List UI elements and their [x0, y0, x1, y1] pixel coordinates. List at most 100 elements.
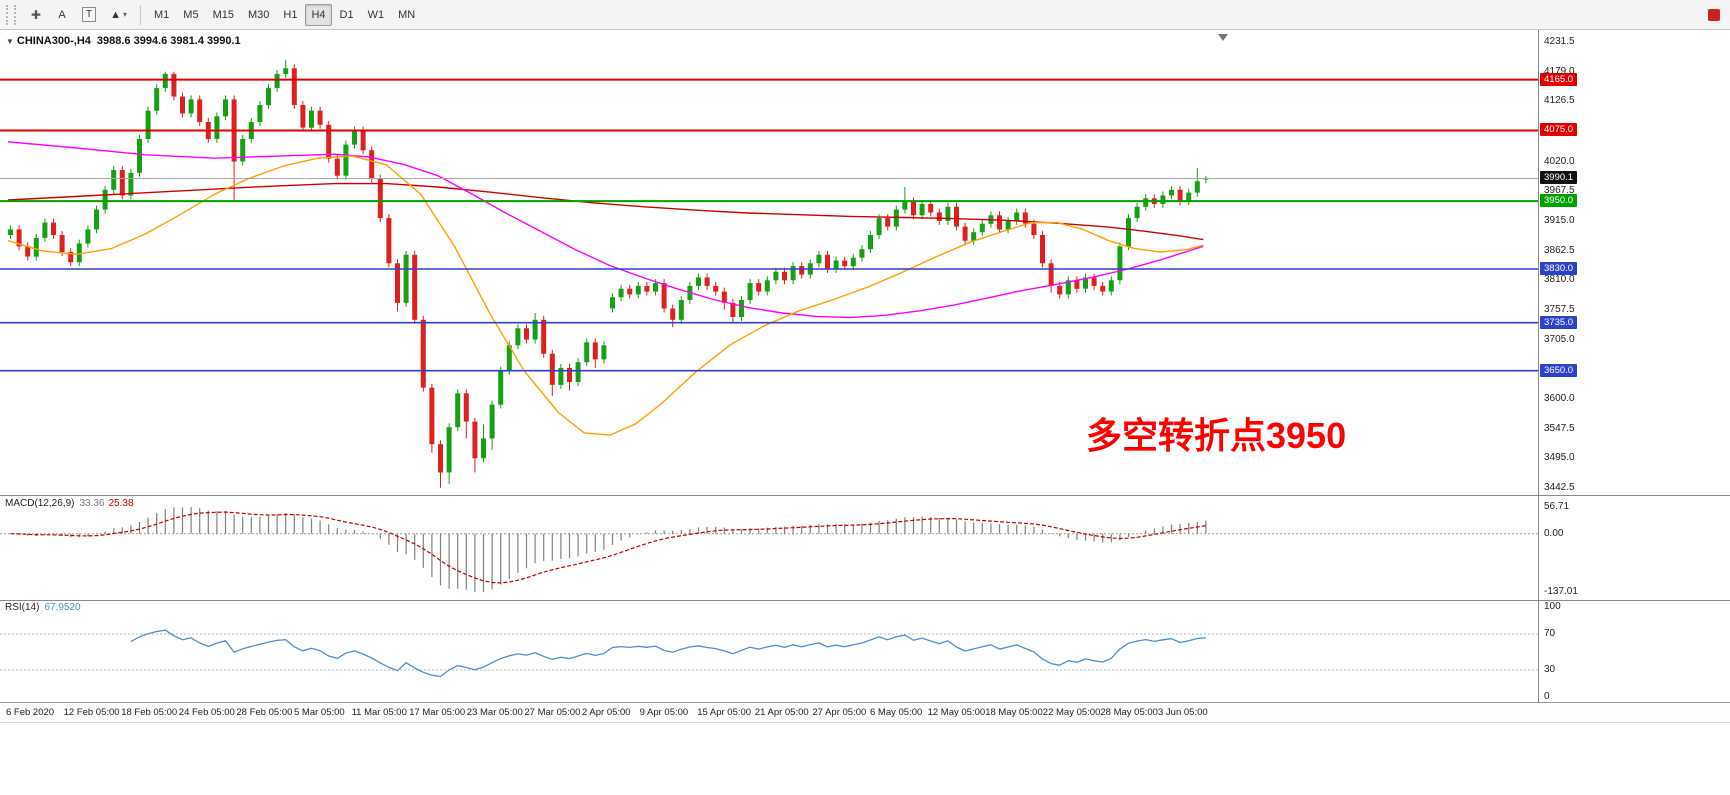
candle-body	[928, 204, 934, 213]
text-box-glyph: T	[82, 7, 97, 22]
candle-body	[171, 73, 177, 97]
candle-body	[154, 88, 160, 111]
candle-body	[162, 73, 168, 88]
chevron-down-icon: ▾	[123, 10, 128, 19]
text-label-icon[interactable]: A	[50, 4, 74, 26]
candle-body	[644, 285, 650, 292]
macd-axis-tick: 0.00	[1544, 527, 1564, 539]
price-tick: 3547.5	[1544, 422, 1575, 434]
candle-body	[997, 215, 1002, 230]
macd-signal-value: 25.38	[108, 498, 134, 509]
macd-signal-line	[10, 511, 1206, 584]
candle-body	[1083, 277, 1088, 289]
candle-body	[696, 277, 701, 286]
timeframe-button-m30[interactable]: M30	[242, 4, 275, 26]
chart-annotation[interactable]: 多空转折点3950	[1086, 415, 1347, 456]
macd-axis-tick: -137.01	[1544, 586, 1578, 597]
time-label: 11 Mar 05:00	[351, 707, 407, 718]
time-label: 5 Mar 05:00	[294, 707, 345, 718]
time-label: 12 May 05:00	[927, 707, 986, 718]
price-axis[interactable]: 4231.5 4179.0 4126.5 4020.0 3967.5 3915.0 3862…	[1539, 30, 1730, 702]
chart-shift-marker-icon[interactable]	[1218, 34, 1228, 41]
time-label: 28 May 05:00	[1100, 707, 1158, 718]
time-label: 3 Jun 05:00	[1158, 707, 1208, 718]
candle-body	[85, 229, 91, 244]
timeframe-button-m15[interactable]: M15	[207, 4, 240, 26]
candle-body	[567, 367, 572, 382]
candle-body	[506, 345, 512, 371]
candle-body	[1057, 285, 1063, 295]
candle-body	[283, 68, 289, 74]
crosshair-icon[interactable]: ✚	[24, 4, 48, 26]
candle-body	[515, 328, 521, 346]
candle-body	[653, 283, 658, 292]
candle-body	[352, 130, 357, 145]
candle-body	[558, 367, 564, 385]
candle-body	[446, 427, 452, 473]
candle-body	[266, 88, 271, 106]
time-label: 6 May 05:00	[870, 707, 923, 718]
candle-body	[309, 110, 314, 128]
timeframe-button-mn[interactable]: MN	[392, 4, 421, 26]
price-tick: 3705.0	[1544, 333, 1575, 345]
ohlc-values: 3988.6 3994.6 3981.4 3990.1	[96, 35, 241, 47]
toolbar-grip[interactable]	[6, 4, 16, 25]
price-tick: 3495.0	[1544, 452, 1575, 464]
price-badge: 3735.0	[1540, 315, 1578, 329]
text-box-icon[interactable]: T	[76, 4, 102, 26]
candle-body	[76, 243, 82, 263]
time-label: 2 Apr 05:00	[582, 707, 631, 718]
candle-body	[575, 362, 581, 382]
candle-body	[1074, 280, 1080, 289]
time-label: 27 Apr 05:00	[812, 707, 867, 718]
candle-body	[584, 342, 590, 363]
candle-body	[420, 319, 426, 388]
candle-body	[773, 271, 779, 281]
time-label: 15 Apr 05:00	[697, 707, 752, 718]
timeframe-button-m1[interactable]: M1	[148, 4, 175, 26]
price-tick: 3442.5	[1544, 482, 1575, 493]
time-label: 6 Feb 2020	[6, 707, 55, 718]
candle-body	[128, 172, 134, 196]
candle-body	[326, 124, 332, 159]
timeframe-button-m5[interactable]: M5	[177, 4, 204, 26]
red-indicator-icon[interactable]	[1708, 8, 1720, 21]
candle-body	[197, 99, 203, 122]
ma-magenta[interactable]	[7, 141, 1204, 319]
time-axis[interactable]: 6 Feb 2020 12 Feb 05:00 18 Feb 05:00 24 Feb…	[0, 702, 1730, 723]
candle-body	[661, 283, 667, 309]
candle-body	[68, 252, 74, 263]
candle-body	[842, 260, 848, 267]
timeframe-button-w1[interactable]: W1	[362, 4, 391, 26]
candle-body	[1160, 195, 1166, 204]
candle-body	[395, 263, 400, 303]
candle-body	[343, 144, 349, 176]
candle-body	[386, 218, 392, 264]
time-label: 24 Feb 05:00	[178, 707, 235, 718]
toolbar-separator	[140, 4, 142, 25]
candle-body	[739, 300, 744, 317]
time-label: 28 Feb 05:00	[236, 707, 293, 718]
chart-canvas[interactable]	[0, 30, 1730, 702]
ma-red-slow[interactable]	[7, 182, 1204, 241]
ma-orange[interactable]	[7, 155, 1204, 436]
candle-body	[911, 201, 916, 216]
candle-body	[1169, 189, 1174, 196]
candle-body	[25, 246, 31, 257]
timeframe-button-h4[interactable]: H4	[305, 3, 332, 26]
time-label: 18 Feb 05:00	[121, 707, 178, 718]
timeframe-button-h1[interactable]: H1	[277, 4, 303, 26]
macd-main-value: 33.36	[79, 498, 105, 509]
price-tick: 4126.5	[1544, 95, 1575, 107]
time-label: 22 May 05:00	[1042, 707, 1101, 718]
candle-body	[463, 393, 469, 422]
candle-body	[936, 212, 942, 221]
symbol-period-label: CHINA300-,H4	[16, 35, 91, 47]
chart-title: ▼ CHINA300-,H4 3988.6 3994.6 3981.4 3990.1	[6, 35, 241, 47]
timeframe-button-d1[interactable]: D1	[334, 4, 360, 26]
time-label: 9 Apr 05:00	[639, 707, 689, 718]
candle-body	[1022, 212, 1028, 224]
candle-body	[876, 218, 882, 236]
shapes-icon[interactable]: ▲ ▾	[104, 4, 133, 26]
candle-body	[16, 229, 22, 247]
